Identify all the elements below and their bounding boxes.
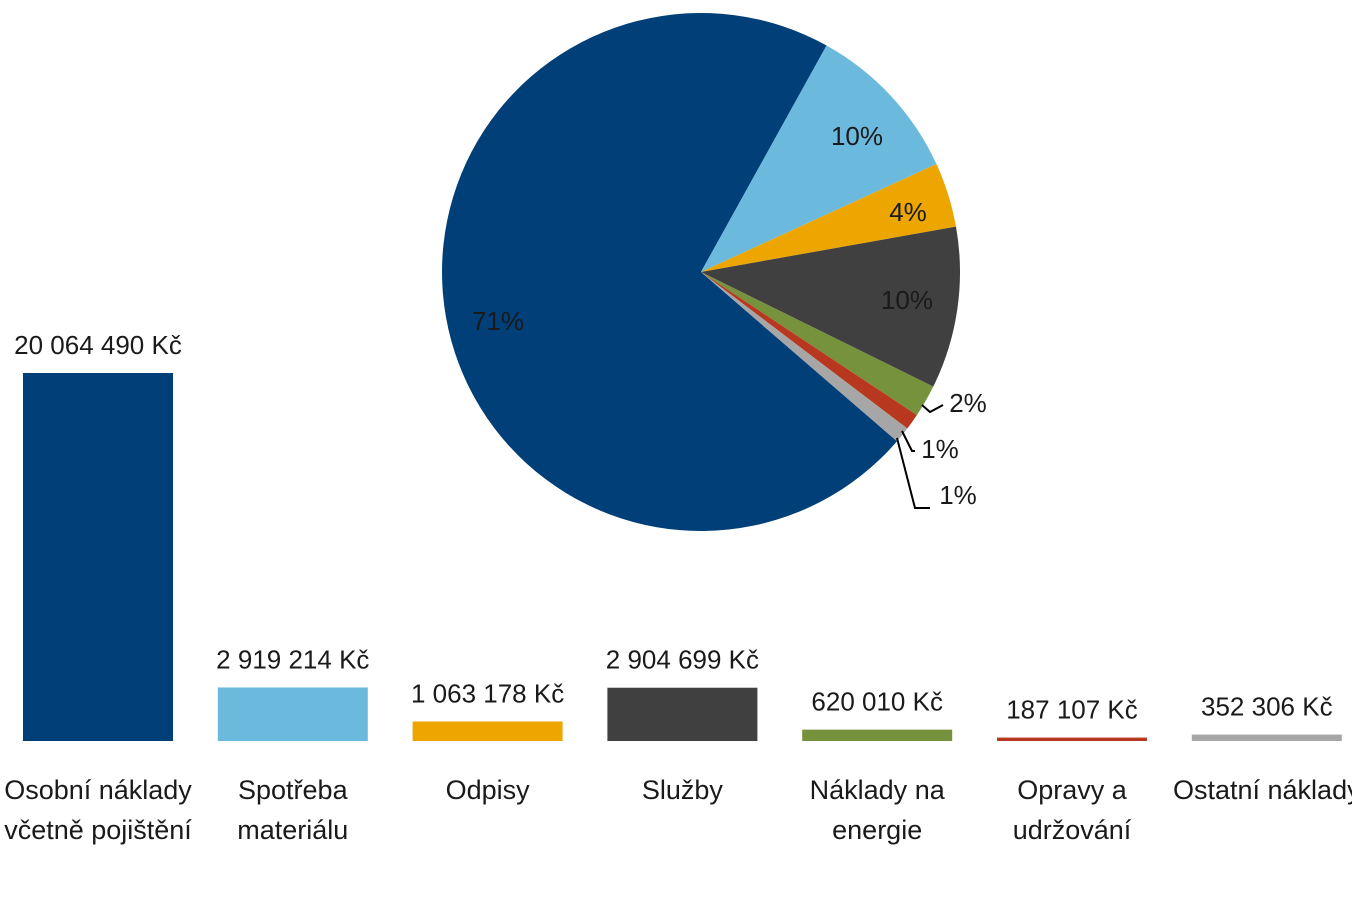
bar <box>23 373 173 741</box>
pie-slice <box>701 272 917 429</box>
pie-label: 10% <box>831 121 883 151</box>
category-label: Osobní náklady včetně pojištění <box>4 775 192 845</box>
pie-slice <box>701 164 956 272</box>
value-label: 187 107 Kč <box>1006 694 1138 724</box>
category-label: Odpisy <box>445 775 530 805</box>
category-label: Ostatní náklady <box>1172 775 1352 805</box>
category-label: Náklady na energie <box>809 775 945 845</box>
category-label: Spotřeba materiálu <box>237 775 349 845</box>
pie-slice <box>441 13 898 532</box>
pie-label: 10% <box>881 285 933 315</box>
pie-label: 4% <box>889 197 927 227</box>
leader-line <box>896 437 930 509</box>
value-label: 2 919 214 Kč <box>216 644 369 674</box>
leader-line <box>901 430 915 452</box>
value-label: 2 904 699 Kč <box>606 645 759 675</box>
bar <box>802 729 953 741</box>
pie-label: 1% <box>921 434 959 464</box>
bar <box>997 737 1147 741</box>
pie-label: 2% <box>949 388 987 418</box>
leader-line <box>921 404 944 414</box>
value-label: 1 063 178 Kč <box>411 678 564 708</box>
category-label: Opravy a udržování <box>1012 775 1132 845</box>
bar <box>217 687 368 741</box>
category-label: Služby <box>641 775 723 805</box>
pie-slice <box>701 272 934 416</box>
bar <box>1191 734 1342 741</box>
value-label: 620 010 Kč <box>811 687 943 717</box>
pie-label: 71% <box>472 306 524 336</box>
pie-slice <box>701 45 937 272</box>
pie-slice <box>701 226 960 387</box>
value-label: 20 064 490 Kč <box>14 330 182 360</box>
bar <box>412 721 563 741</box>
pie-slice <box>701 272 908 442</box>
value-label: 352 306 Kč <box>1201 691 1333 721</box>
pie-label: 1% <box>939 480 977 510</box>
bar <box>607 687 758 741</box>
